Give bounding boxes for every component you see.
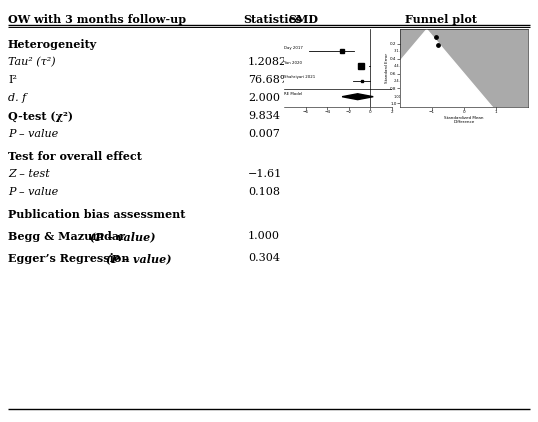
- Text: 2.000: 2.000: [248, 93, 280, 103]
- Text: Heterogeneity: Heterogeneity: [8, 39, 97, 50]
- Text: P – value: P – value: [8, 187, 58, 197]
- Text: 1.000: 1.000: [248, 231, 280, 241]
- Text: Q-test (χ²): Q-test (χ²): [8, 111, 73, 122]
- Text: Begg & Mazumdar: Begg & Mazumdar: [8, 231, 129, 242]
- Text: I²: I²: [8, 75, 17, 85]
- Text: d. f: d. f: [8, 93, 26, 103]
- Text: Funnel plot: Funnel plot: [405, 14, 477, 25]
- Text: Test for overall effect: Test for overall effect: [8, 151, 142, 162]
- Text: 1.2082: 1.2082: [248, 57, 287, 67]
- Text: SMD: SMD: [288, 14, 318, 25]
- Text: Publication bias assessment: Publication bias assessment: [8, 209, 186, 220]
- Text: 0.108: 0.108: [248, 187, 280, 197]
- Text: 24.02%: 24.02%: [393, 78, 408, 83]
- Text: 44.88%: 44.88%: [393, 64, 408, 68]
- Point: [432, 34, 441, 41]
- Text: Statistics: Statistics: [243, 14, 302, 25]
- Text: Day 2017: Day 2017: [284, 46, 303, 50]
- Point: [377, 81, 385, 88]
- Text: Tau² (τ²): Tau² (τ²): [8, 57, 55, 68]
- Text: (P – value): (P – value): [90, 231, 156, 242]
- Text: 0.304: 0.304: [248, 253, 280, 263]
- Text: Yan 2020: Yan 2020: [284, 61, 302, 65]
- Polygon shape: [342, 94, 373, 100]
- Point: [434, 41, 442, 48]
- Text: −1.61: −1.61: [248, 169, 282, 179]
- Text: 0.007: 0.007: [248, 129, 280, 139]
- Text: Egger’s Regression: Egger’s Regression: [8, 253, 133, 264]
- Text: 100.00%: 100.00%: [393, 95, 410, 99]
- Text: Z – test: Z – test: [8, 169, 49, 179]
- Text: OW with 3 months follow-up: OW with 3 months follow-up: [8, 14, 186, 25]
- Text: 31.10%: 31.10%: [393, 49, 408, 53]
- Y-axis label: Standard Error: Standard Error: [385, 53, 388, 83]
- Text: Shahriyari 2021: Shahriyari 2021: [284, 76, 315, 79]
- Text: P – value: P – value: [8, 129, 58, 139]
- Text: (P – value): (P – value): [107, 253, 172, 264]
- Text: 9.834: 9.834: [248, 111, 280, 121]
- Text: 76.68%: 76.68%: [248, 75, 291, 85]
- X-axis label: Standardized Mean
Difference: Standardized Mean Difference: [444, 116, 484, 124]
- Text: RE Model: RE Model: [284, 92, 302, 95]
